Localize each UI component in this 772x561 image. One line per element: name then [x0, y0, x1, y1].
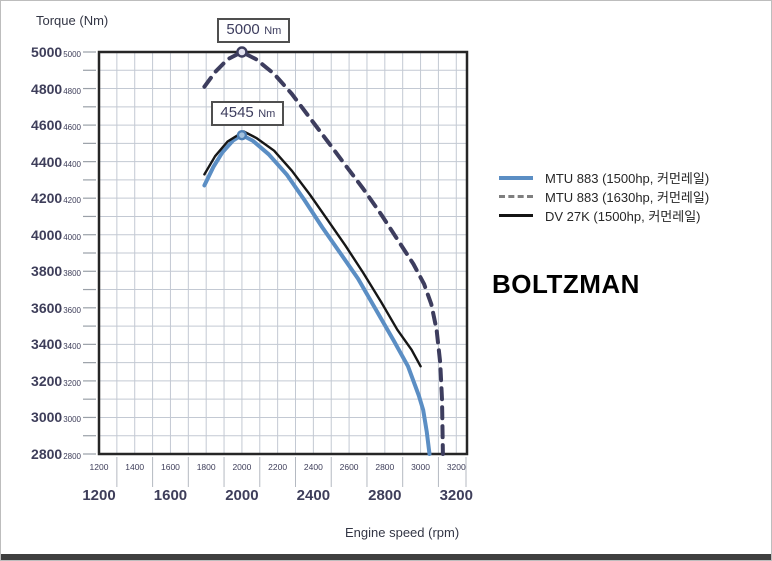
y-label-large: 5000: [31, 44, 63, 60]
annotation-peak-5000: 5000 Nm: [217, 18, 291, 43]
y-label-small: 3600: [63, 305, 81, 315]
x-axis-minor-label-1600: 1600: [160, 462, 180, 472]
x-axis-minor-label-2400: 2400: [303, 462, 323, 472]
x-axis-minor-label-2000: 2000: [232, 462, 252, 472]
y-label-large: 4200: [31, 190, 63, 207]
y-label-large: 4000: [31, 226, 63, 243]
y-label-small: 4400: [63, 159, 81, 169]
y-axis-label-5000: 5000 5000: [3, 45, 81, 59]
y-label-large: 4600: [31, 117, 63, 134]
x-axis-minor-label-1800: 1800: [196, 462, 216, 472]
y-axis-label-3000: 3000 3000: [3, 410, 81, 424]
y-label-small: 4200: [63, 196, 81, 206]
x-axis-minor-label-3000: 3000: [411, 462, 430, 472]
y-label-small: 4000: [63, 232, 81, 242]
legend-label-mtu883-1630: MTU 883 (1630hp, 커먼레일): [545, 190, 710, 205]
y-label-small: 4600: [63, 123, 81, 133]
y-axis-label-2800: 2800 2800: [3, 447, 81, 461]
legend-label-dv27k: DV 27K (1500hp, 커먼레일): [545, 209, 701, 224]
y-label-large: 3000: [31, 409, 63, 426]
y-axis-label-4000: 4000 4000: [3, 228, 81, 242]
annotation-5000-value: 5000: [226, 21, 260, 38]
y-label-small: 4800: [63, 86, 81, 96]
y-label-large: 3400: [31, 336, 63, 353]
y-label-large: 4400: [31, 153, 63, 170]
y-label-large: 2800: [31, 446, 63, 462]
plot-border: [97, 50, 469, 456]
annotation-peak-4545: 4545 Nm: [211, 101, 285, 126]
legend: MTU 883 (1500hp, 커먼레일) MTU 883 (1630hp, …: [499, 168, 709, 225]
legend-item-mtu883-1630: MTU 883 (1630hp, 커먼레일): [499, 187, 709, 206]
x-axis-major-label-1200: 1200: [82, 487, 116, 504]
x-axis-minor-label-2200: 2200: [268, 462, 288, 472]
x-axis-major-label-2800: 2800: [368, 487, 402, 504]
y-axis-label-4800: 4800 4800: [3, 82, 81, 96]
y-label-small: 3200: [63, 378, 81, 388]
y-axis-label-3400: 3400 3400: [3, 337, 81, 351]
curve-mtu883-1500hp: [202, 133, 432, 456]
y-label-small: 3400: [63, 342, 81, 352]
legend-item-mtu883-1500: MTU 883 (1500hp, 커먼레일): [499, 168, 709, 187]
boltzman-watermark: BOLTZMAN: [492, 269, 640, 299]
annotation-4545-value: 4545: [220, 104, 254, 121]
x-axis-minor-label-2600: 2600: [339, 462, 359, 472]
curve-dv27k-1500hp: [203, 130, 422, 368]
y-label-small: 3000: [63, 415, 81, 425]
bottom-edge-bar: [1, 554, 771, 560]
peak-marker: [236, 129, 248, 141]
legend-item-dv27k: DV 27K (1500hp, 커먼레일): [499, 206, 709, 225]
y-axis-label-4600: 4600 4600: [3, 118, 81, 132]
x-axis-major-label-2400: 2400: [296, 487, 331, 504]
legend-swatch-gray-dashed-icon: [499, 195, 533, 198]
x-axis-minor-label-1200: 1200: [89, 462, 109, 472]
y-label-large: 3800: [31, 263, 63, 280]
y-axis-label-4200: 4200 4200: [3, 191, 81, 205]
x-axis-major-label-2000: 2000: [225, 487, 259, 504]
legend-label-mtu883-1500: MTU 883 (1500hp, 커먼레일): [545, 171, 710, 186]
y-label-small: 2800: [63, 452, 81, 461]
y-label-large: 4800: [31, 80, 63, 97]
legend-swatch-black-solid-icon: [499, 214, 533, 217]
y-label-small: 3800: [63, 269, 81, 279]
x-axis-minor-label-1400: 1400: [125, 462, 145, 472]
x-axis-major-label-3200: 3200: [439, 487, 473, 504]
legend-swatch-blue-solid-icon: [499, 175, 533, 180]
x-axis-minor-label-2800: 2800: [375, 462, 395, 472]
y-label-large: 3200: [31, 372, 63, 389]
x-axis-minor-label-3200: 3200: [446, 462, 466, 472]
y-axis-label-3200: 3200 3200: [3, 374, 81, 388]
y-axis-title: Torque (Nm): [36, 13, 109, 28]
y-label-small: 5000: [63, 50, 81, 59]
x-axis-title: Engine speed (rpm): [345, 525, 460, 540]
y-axis-label-3800: 3800 3800: [3, 264, 81, 278]
annotation-4545-unit: Nm: [258, 108, 276, 120]
y-axis-label-4400: 4400 4400: [3, 155, 81, 169]
x-axis-major-label-1600: 1600: [153, 487, 188, 504]
curve-mtu883-1630hp: [202, 50, 445, 456]
y-axis-label-3600: 3600 3600: [3, 301, 81, 315]
annotation-5000-unit: Nm: [264, 25, 282, 37]
y-label-large: 3600: [31, 299, 63, 316]
peak-marker: [236, 46, 248, 58]
